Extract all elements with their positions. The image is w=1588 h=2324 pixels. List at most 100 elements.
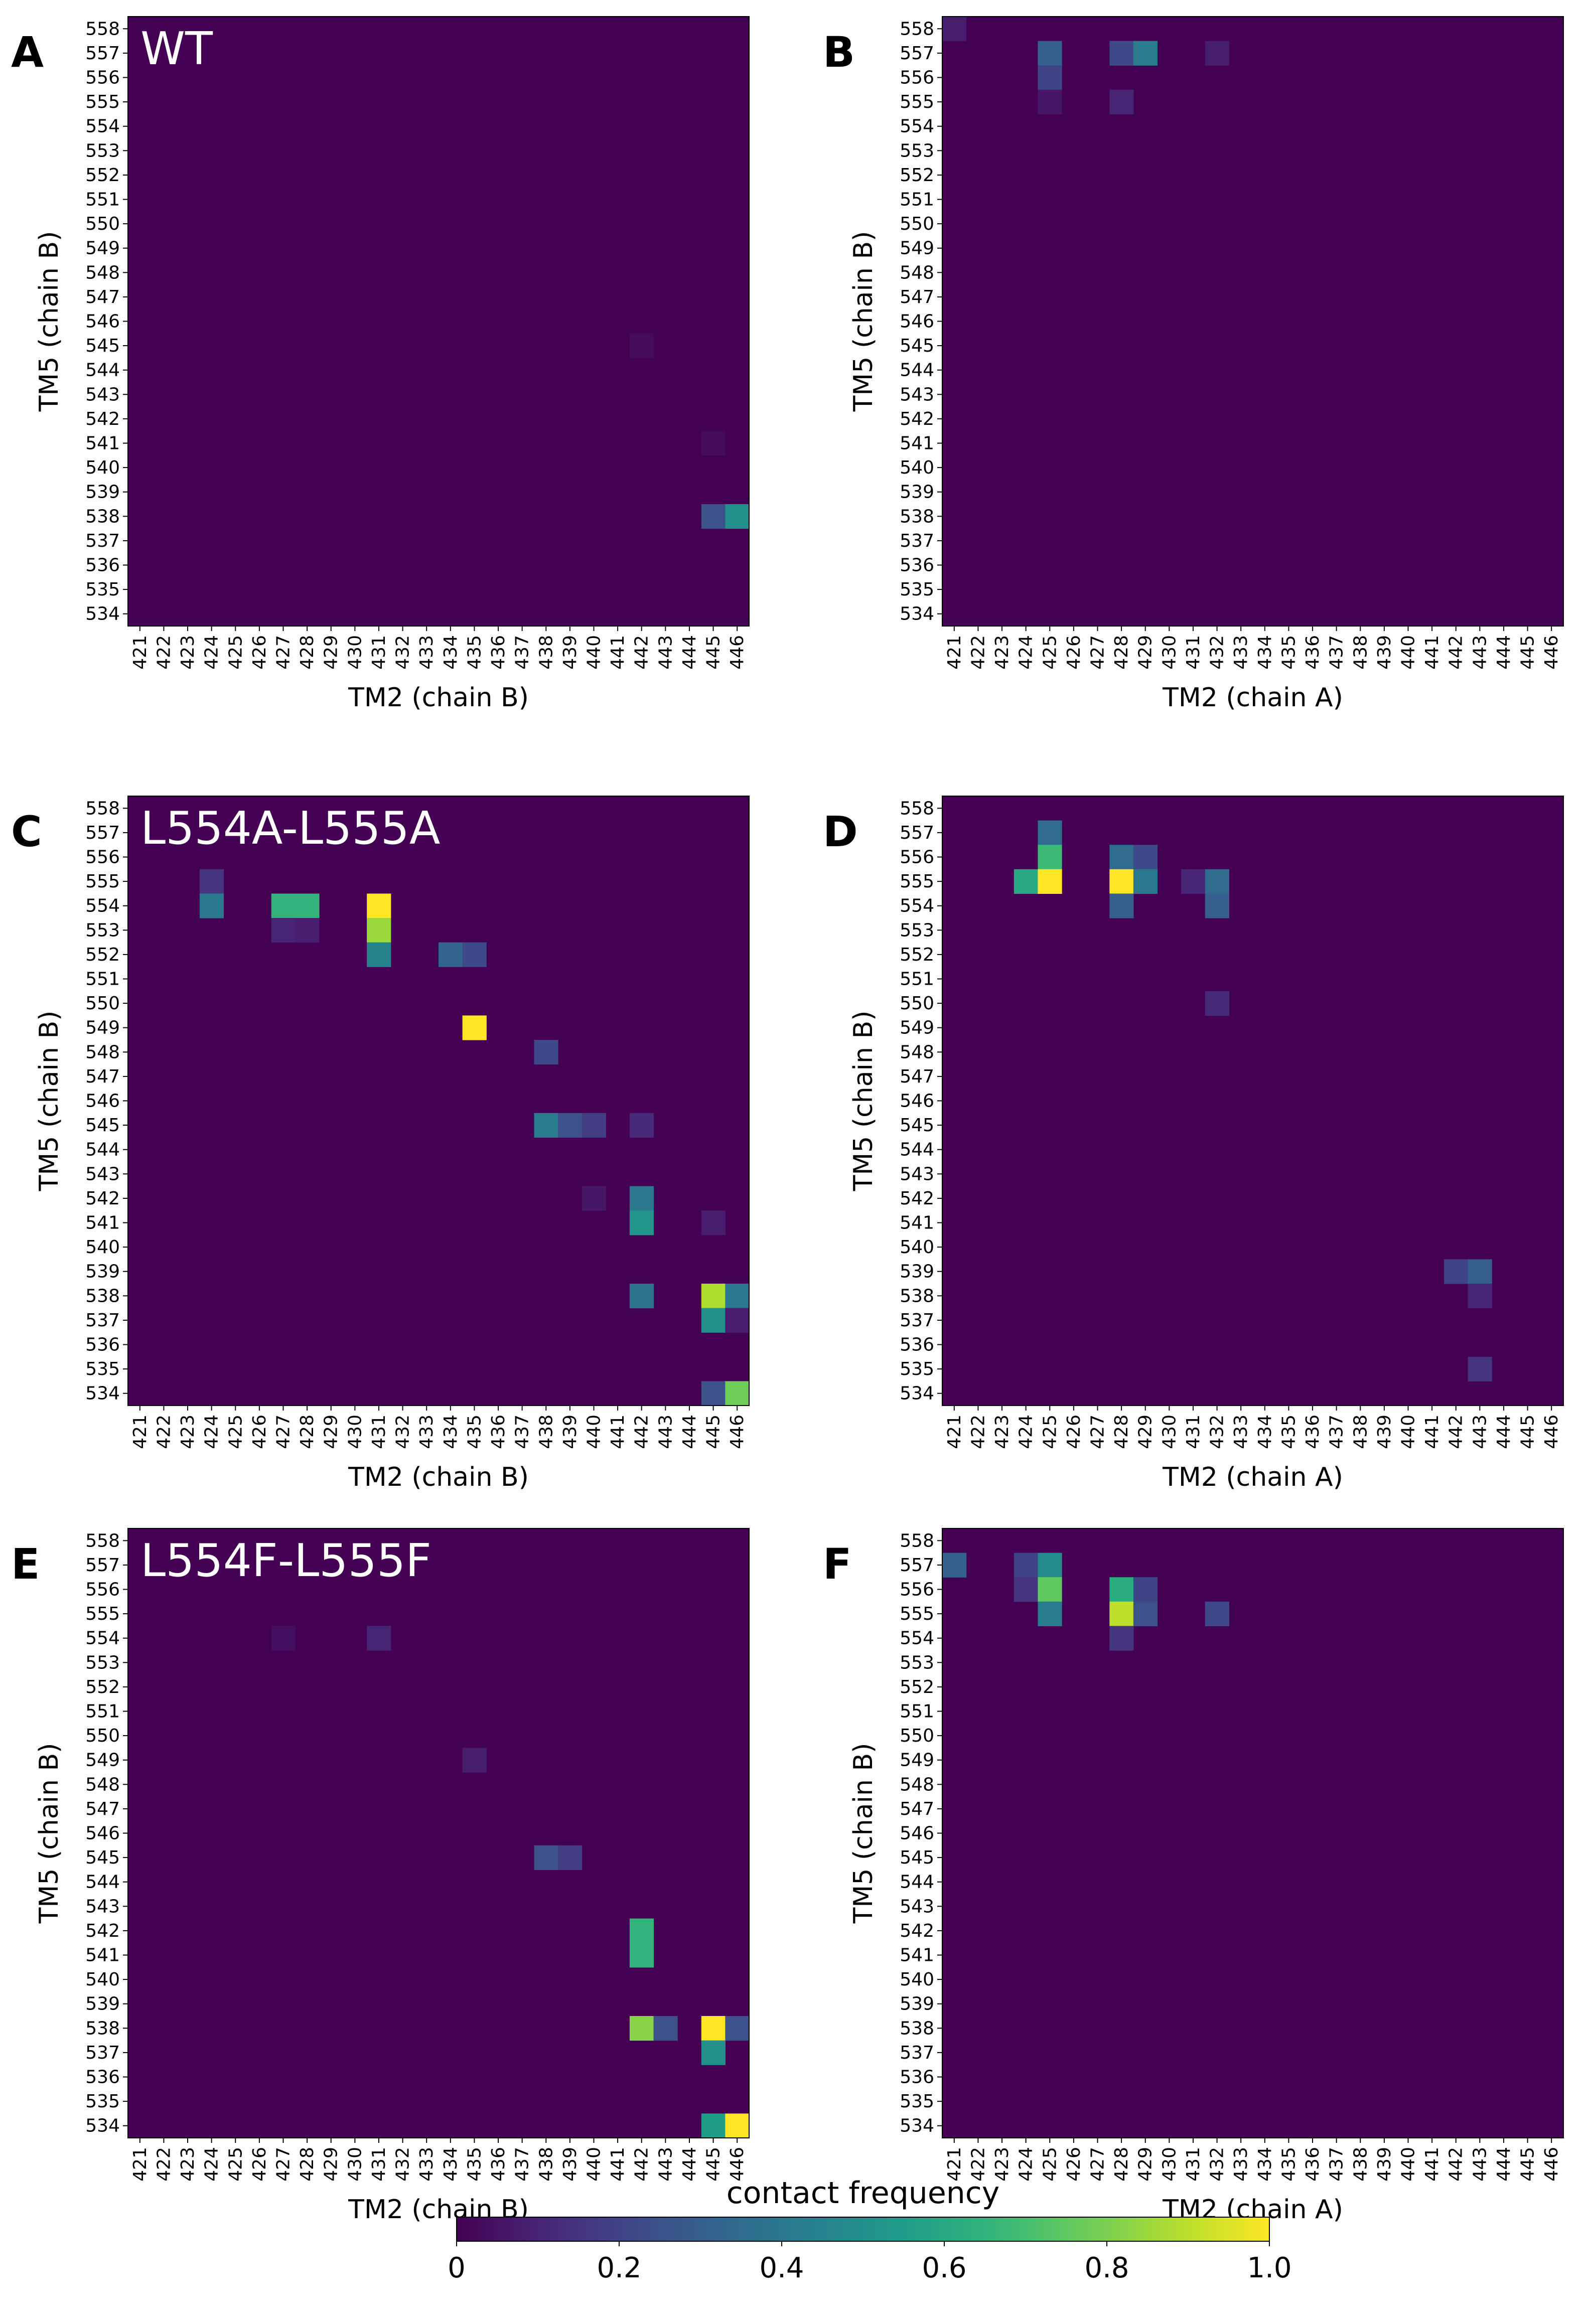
y-tick-label: 535 (900, 579, 934, 600)
y-tick-label: 549 (900, 1018, 934, 1038)
y-axis-label: TM5 (chain B) (34, 1743, 64, 1924)
x-tick-label: 424 (1016, 2147, 1037, 2182)
x-tick-label: 434 (1255, 635, 1275, 670)
x-tick-label: 441 (608, 2147, 628, 2182)
x-tick-label: 440 (584, 635, 605, 670)
y-tick-label: 556 (85, 68, 120, 88)
colorbar-gradient (456, 2217, 1270, 2242)
y-tick-label: 555 (900, 1604, 934, 1624)
heatmap-background (942, 796, 1563, 1406)
heatmap-cell (271, 1626, 296, 1651)
heatmap-cell (295, 893, 320, 918)
colorbar-tick-label: 1.0 (1247, 2252, 1291, 2284)
heatmap-cell (1038, 89, 1062, 114)
y-tick-label: 539 (900, 1262, 934, 1282)
y-tick-label: 551 (900, 190, 934, 210)
x-tick-label: 438 (536, 635, 556, 670)
y-tick-label: 553 (85, 1652, 120, 1673)
y-tick-label: 548 (85, 1042, 120, 1062)
y-tick-label: 544 (900, 360, 934, 381)
y-tick-label: 543 (85, 1164, 120, 1184)
heatmap-cell (462, 1748, 487, 1773)
heatmap-cell (1133, 869, 1158, 894)
x-tick-label: 441 (608, 1415, 628, 1449)
heatmap-cell (1205, 869, 1229, 894)
heatmap-cell (701, 2113, 726, 2138)
y-tick-label: 544 (900, 1140, 934, 1160)
x-tick-label: 431 (369, 2147, 389, 2182)
x-tick-label: 435 (1278, 1415, 1299, 1449)
heatmap-cell (701, 431, 726, 456)
heatmap-cell (1468, 1356, 1492, 1381)
heatmap-cell (1109, 845, 1134, 870)
y-tick-label: 558 (85, 1530, 120, 1551)
heatmap-cell (1038, 1553, 1062, 1578)
x-tick-label: 437 (1327, 2147, 1347, 2182)
y-tick-label: 551 (85, 190, 120, 210)
heatmap-cell (701, 2016, 726, 2041)
x-tick-label: 431 (1183, 1415, 1204, 1449)
heatmap-cell (1109, 1601, 1134, 1626)
x-tick-label: 433 (416, 635, 437, 670)
y-tick-label: 547 (85, 1066, 120, 1087)
y-tick-label: 555 (85, 1604, 120, 1624)
x-tick-label: 429 (321, 635, 342, 670)
y-tick-label: 537 (900, 2043, 934, 2063)
y-tick-label: 547 (900, 287, 934, 307)
heatmap-cell (1109, 1577, 1134, 1602)
x-tick-label: 430 (345, 635, 365, 670)
x-tick-label: 436 (1303, 635, 1323, 670)
colorbar-tick-label: 0.6 (922, 2252, 966, 2284)
x-tick-label: 445 (703, 635, 724, 670)
y-tick-label: 554 (85, 1628, 120, 1649)
x-tick-label: 425 (1040, 1415, 1060, 1449)
x-tick-label: 430 (345, 2147, 365, 2182)
y-tick-label: 550 (900, 993, 934, 1014)
y-tick-label: 548 (85, 1774, 120, 1795)
x-tick-label: 427 (273, 1415, 294, 1449)
heatmap-cell (701, 2040, 726, 2065)
x-tick-label: 427 (1088, 1415, 1108, 1449)
panel-title: L554A-L555A (140, 802, 440, 855)
x-tick-label: 443 (655, 2147, 676, 2182)
x-tick-label: 431 (369, 635, 389, 670)
y-tick-label: 553 (85, 140, 120, 161)
heatmap-cell (725, 504, 750, 529)
y-tick-label: 548 (85, 262, 120, 283)
y-tick-label: 546 (85, 312, 120, 332)
y-tick-label: 541 (900, 433, 934, 454)
y-tick-label: 552 (85, 945, 120, 965)
y-tick-label: 550 (85, 214, 120, 234)
colorbar-tick-label: 0.8 (1084, 2252, 1129, 2284)
panel-letter: B (823, 28, 855, 77)
heatmap-cell (942, 1553, 967, 1578)
y-tick-label: 544 (85, 360, 120, 381)
y-tick-label: 556 (900, 847, 934, 868)
x-tick-label: 441 (1422, 1415, 1442, 1449)
x-tick-label: 424 (202, 1415, 222, 1449)
y-axis-label: TM5 (chain B) (34, 1011, 64, 1192)
x-tick-label: 422 (154, 1415, 174, 1449)
x-tick-label: 437 (512, 2147, 533, 2182)
y-tick-label: 538 (85, 506, 120, 527)
heatmap-cell (701, 1308, 726, 1333)
heatmap-cell (295, 918, 320, 943)
heatmap-cell (725, 2016, 750, 2041)
y-tick-label: 552 (85, 1677, 120, 1697)
y-tick-label: 541 (85, 433, 120, 454)
heatmap-cell (367, 942, 391, 967)
y-tick-label: 546 (85, 1091, 120, 1112)
heatmap-cell (1038, 869, 1062, 894)
x-tick-label: 434 (441, 635, 461, 670)
x-tick-label: 446 (1541, 1415, 1562, 1449)
x-tick-label: 421 (944, 1415, 965, 1449)
x-tick-label: 422 (154, 635, 174, 670)
y-tick-label: 544 (85, 1140, 120, 1160)
heatmap-background (942, 1528, 1563, 2138)
y-tick-label: 542 (900, 409, 934, 429)
y-tick-label: 549 (900, 1750, 934, 1771)
heatmap-cell (367, 893, 391, 918)
heatmap-cell (1181, 869, 1206, 894)
y-tick-label: 557 (85, 1555, 120, 1576)
